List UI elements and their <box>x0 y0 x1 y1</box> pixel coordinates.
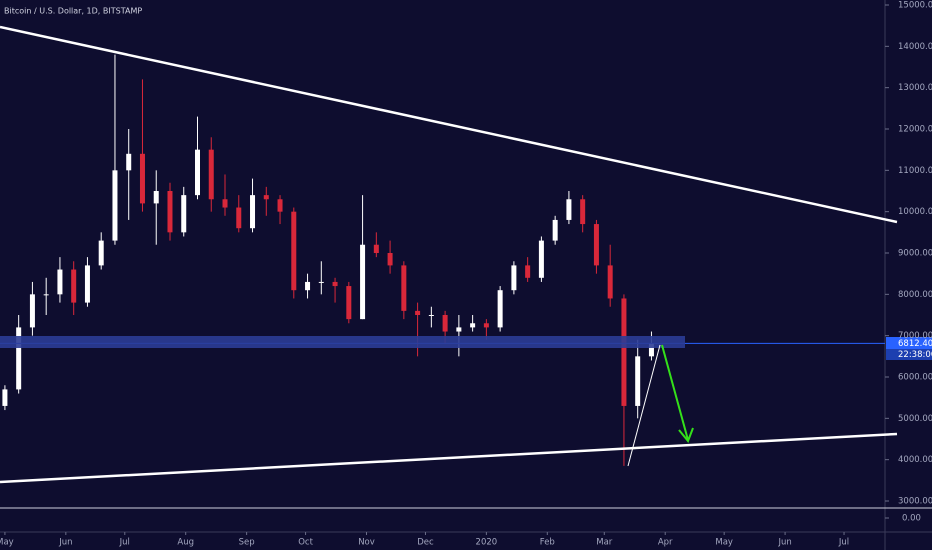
candle-body <box>621 298 627 406</box>
candle-body <box>580 199 586 225</box>
candle-body <box>167 191 173 233</box>
candle-body <box>222 199 228 208</box>
y-tick-label: 6000.00 <box>898 373 932 383</box>
x-tick-label: 2020 <box>476 538 498 548</box>
candle-body <box>428 315 434 316</box>
candle-body <box>29 294 35 328</box>
candle-body <box>84 265 90 303</box>
pane2-tick-label: 0.00 <box>902 514 921 524</box>
lower-trendline <box>0 432 898 484</box>
x-tick-label: Nov <box>358 538 375 548</box>
arrow-head <box>678 427 694 443</box>
x-tick-label: Dec <box>417 538 434 548</box>
candle-body <box>593 224 599 266</box>
x-tick-label: Jun <box>58 538 72 548</box>
candle-body <box>98 240 104 266</box>
candle-body <box>387 253 393 266</box>
candle-body <box>2 389 8 406</box>
x-tick-label: Feb <box>540 538 555 548</box>
candle-body <box>208 149 214 200</box>
plot <box>0 54 885 466</box>
candle-body <box>57 269 63 295</box>
candle-body <box>442 315 448 332</box>
candle-body <box>346 286 352 320</box>
candle-body <box>16 327 22 390</box>
upper-trendline <box>0 25 898 224</box>
x-tick-label: May <box>0 538 14 548</box>
y-tick-label: 13000.00 <box>898 83 932 93</box>
y-tick-label: 7000.00 <box>898 331 932 341</box>
countdown-tag <box>886 349 932 360</box>
y-tick-label: 11000.00 <box>898 166 932 176</box>
y-tick-label: 4000.00 <box>898 455 932 465</box>
y-tick-label: 10000.00 <box>898 207 932 217</box>
candle-body <box>236 207 242 229</box>
x-tick-label: Jul <box>119 538 130 548</box>
candle-body <box>263 195 269 200</box>
candle-body <box>635 356 641 406</box>
candle-body <box>360 244 366 320</box>
y-tick-label: 9000.00 <box>898 249 932 259</box>
y-tick-label: 3000.00 <box>898 497 932 507</box>
candle-body <box>415 310 421 315</box>
price-tag-label: 6812.40 <box>898 339 932 349</box>
x-tick-label: Aug <box>177 538 194 548</box>
countdown-label: 22:38:06 <box>898 350 932 360</box>
candle-body <box>43 294 49 296</box>
candle-body <box>538 240 544 278</box>
y-tick-label: 8000.00 <box>898 290 932 300</box>
wedge-line <box>627 344 661 467</box>
candle-body <box>112 170 118 241</box>
candle-body <box>194 149 200 196</box>
candle-body <box>277 199 283 212</box>
y-tick-label: 15000.00 <box>898 1 932 11</box>
y-tick-label: 12000.00 <box>898 125 932 135</box>
candle-body <box>483 323 489 328</box>
support-zone <box>0 336 685 348</box>
candle-body <box>648 343 654 357</box>
candle-body <box>291 211 297 291</box>
candle-body <box>373 244 379 253</box>
candle-body <box>511 265 517 291</box>
candle-body <box>607 265 613 299</box>
chart-title: Bitcoin / U.S. Dollar, 1D, BITSTAMP <box>4 7 142 16</box>
price-tag <box>886 337 932 349</box>
x-tick-label: Jul <box>838 538 849 548</box>
x-tick-label: Sep <box>239 538 255 548</box>
candle-body <box>401 265 407 311</box>
candle-body <box>126 153 132 171</box>
candle-body <box>318 281 324 283</box>
candle-body <box>566 199 572 220</box>
x-tick-label: Apr <box>658 538 673 548</box>
candle-body <box>305 281 311 291</box>
x-tick-label: May <box>715 538 733 548</box>
candle-body <box>552 219 558 241</box>
candle-body <box>470 323 476 328</box>
candle-body <box>181 195 187 233</box>
x-tick-label: Mar <box>596 538 613 548</box>
x-tick-label: Oct <box>298 538 313 548</box>
y-tick-label: 14000.00 <box>898 42 932 52</box>
candle-body <box>153 191 159 204</box>
arrow-shaft <box>661 344 689 441</box>
candle-body <box>139 153 145 204</box>
x-tick-label: Jun <box>777 538 791 548</box>
candle-body <box>525 265 531 278</box>
candle-body <box>332 281 338 287</box>
candle-body <box>456 327 462 332</box>
candle-body <box>250 195 256 229</box>
y-tick-label: 5000.00 <box>898 414 932 424</box>
candle-body <box>497 290 503 328</box>
candle-body <box>71 269 77 303</box>
